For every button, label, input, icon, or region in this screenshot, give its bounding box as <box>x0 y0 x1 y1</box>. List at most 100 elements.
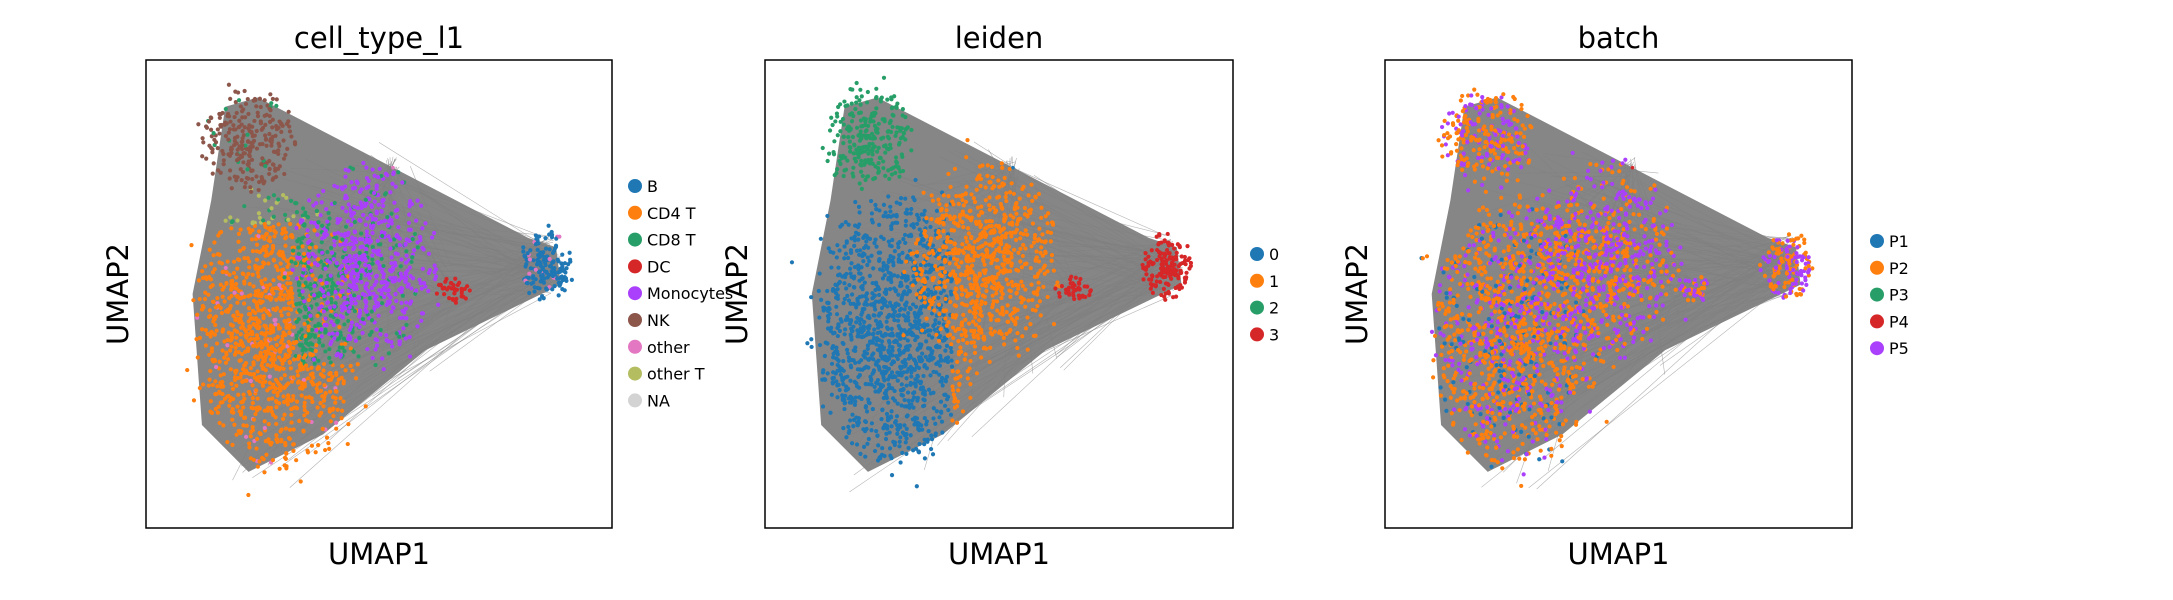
cell-point <box>928 238 933 243</box>
cell-point <box>225 439 230 445</box>
cell-point <box>998 202 1003 207</box>
cell-point <box>960 248 965 253</box>
cell-point <box>288 350 293 355</box>
cell-point <box>835 293 840 298</box>
cell-point <box>395 252 400 257</box>
cell-point <box>944 208 949 213</box>
cell-point <box>837 272 842 277</box>
cell-point <box>904 376 909 381</box>
cell-point <box>248 456 253 461</box>
cell-point <box>939 273 944 278</box>
cell-point <box>208 399 213 404</box>
cell-point <box>343 196 348 201</box>
cell-point <box>852 142 857 147</box>
cell-point <box>979 355 984 360</box>
cell-point <box>313 244 318 250</box>
cell-point <box>860 334 865 340</box>
cell-point <box>328 245 334 251</box>
cell-point <box>238 332 243 337</box>
cell-point <box>904 426 909 431</box>
cell-point <box>289 420 294 425</box>
cell-point <box>245 132 250 137</box>
cell-point <box>234 275 239 280</box>
cell-point <box>552 246 558 251</box>
edge-line <box>281 272 561 467</box>
cell-point <box>276 275 282 280</box>
cell-point <box>290 291 295 296</box>
cell-point <box>995 299 1000 304</box>
cell-point <box>210 330 215 335</box>
cell-point <box>809 337 814 342</box>
cell-point <box>984 346 989 351</box>
cell-point <box>1000 250 1006 255</box>
cell-point <box>1021 242 1026 248</box>
cell-point <box>866 326 871 331</box>
cell-point <box>311 375 316 380</box>
cell-point <box>984 288 989 294</box>
cell-point <box>216 303 221 308</box>
cell-point <box>367 291 372 296</box>
cell-point <box>831 370 836 375</box>
edge-line <box>366 171 547 245</box>
cell-point <box>316 257 321 262</box>
cell-point <box>968 208 973 213</box>
cell-point <box>1026 193 1031 198</box>
cell-point <box>243 415 248 420</box>
cell-point <box>235 266 240 271</box>
cell-point <box>984 248 989 253</box>
cell-point <box>857 252 862 257</box>
cell-point <box>877 387 882 393</box>
cell-point <box>957 193 962 198</box>
cell-point <box>844 240 849 245</box>
cell-point <box>223 133 228 139</box>
edge-line <box>377 173 554 242</box>
cell-point <box>254 128 259 134</box>
cell-point <box>381 367 386 372</box>
cell-point <box>955 359 960 364</box>
cell-point <box>874 106 879 111</box>
cell-point <box>858 169 864 174</box>
cell-point <box>874 244 879 249</box>
cell-point <box>843 251 849 256</box>
cell-point <box>857 181 862 186</box>
cell-point <box>966 231 971 236</box>
cell-point <box>288 281 293 286</box>
cell-point <box>207 377 212 382</box>
cell-point <box>265 406 270 411</box>
cell-point <box>207 247 212 252</box>
cell-point <box>319 334 324 339</box>
cell-point <box>1019 279 1024 284</box>
cell-point <box>404 316 409 321</box>
cell-point <box>969 301 974 306</box>
edge-line <box>252 281 552 478</box>
cell-point <box>1013 237 1019 243</box>
cell-point <box>221 151 226 157</box>
cell-point <box>871 351 876 356</box>
cell-point <box>294 210 300 215</box>
cell-point <box>319 200 324 205</box>
cell-point <box>268 326 273 331</box>
cell-point <box>974 221 979 227</box>
cell-point <box>1046 211 1051 216</box>
cell-point <box>1018 231 1023 236</box>
cell-point <box>312 220 317 226</box>
cell-point <box>895 318 901 323</box>
edge-line <box>233 287 544 452</box>
cell-point <box>914 250 920 255</box>
cell-point <box>881 364 887 370</box>
cell-point <box>969 192 974 197</box>
cell-point <box>983 185 988 190</box>
cell-point <box>305 367 310 372</box>
cell-point <box>397 334 402 339</box>
cell-point <box>389 255 394 260</box>
cell-point <box>296 354 302 359</box>
cell-point <box>263 164 268 169</box>
cell-point <box>904 255 909 260</box>
cell-point <box>858 321 863 327</box>
cell-point <box>302 404 307 409</box>
cell-point <box>1003 235 1008 240</box>
cell-point <box>312 283 317 288</box>
cell-point <box>854 415 859 420</box>
cell-point <box>375 259 380 265</box>
cell-point <box>421 247 426 252</box>
